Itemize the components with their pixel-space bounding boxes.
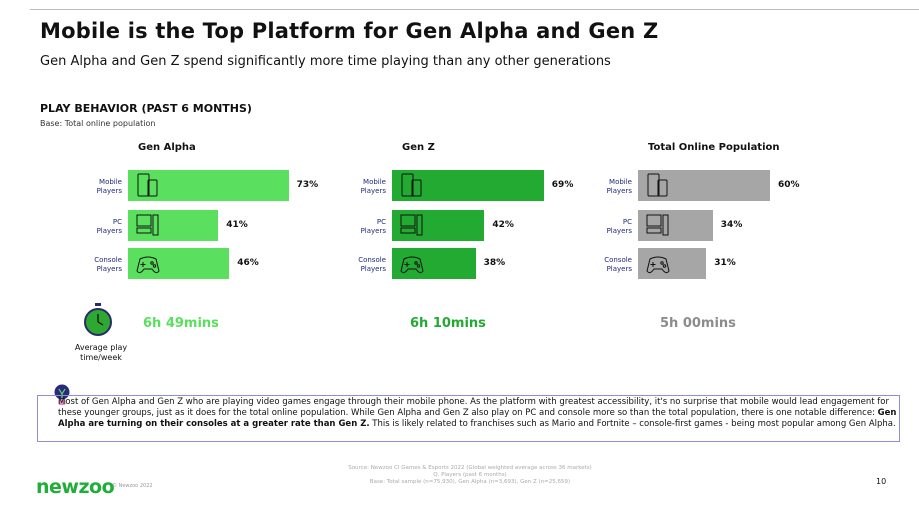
data-label: 69% [551, 180, 574, 190]
mobile-devices-icon [401, 173, 422, 197]
data-label: 46% [237, 258, 259, 268]
panel-title: Gen Z [402, 142, 435, 153]
panel-gen-alpha: Gen Alpha Mobile Players 73% PC Players 41% Con… [94, 140, 368, 290]
category-label: Mobile Players [96, 178, 122, 195]
bar-row: PC Players 41% [97, 210, 368, 241]
stopwatch-icon [84, 303, 112, 336]
source-note: Source: Newzoo CI Games & Esports 2022 (… [300, 465, 640, 486]
data-label: 41% [226, 220, 248, 230]
bar-row: Mobile Players 73% [97, 170, 368, 201]
bar-row: Console Players 31% [604, 248, 878, 279]
play-time-value: 6h 49mins [143, 316, 219, 331]
bar-mobile-players [128, 170, 289, 201]
panel-gen-z: Gen Z Mobile Players 69% PC Players 42% Console… [358, 140, 632, 290]
source-line: Base: Total sample (n=75,930), Gen Alpha… [369, 479, 571, 485]
page-title: Mobile is the Top Platform for Gen Alpha… [40, 19, 659, 43]
mobile-devices-icon [137, 173, 158, 197]
insight-text: Most of Gen Alpha and Gen Z who are play… [58, 397, 889, 418]
play-time-value: 6h 10mins [410, 316, 486, 331]
gamepad-icon [400, 256, 424, 274]
bar-pc-players [638, 210, 713, 241]
bar-console-players [128, 248, 230, 279]
section-heading: PLAY BEHAVIOR (PAST 6 MONTHS) [40, 102, 252, 115]
category-label: Console Players [604, 256, 632, 273]
page-subtitle: Gen Alpha and Gen Z spend significantly … [40, 54, 611, 69]
gamepad-icon [646, 256, 670, 274]
category-label: PC Players [606, 218, 632, 235]
pc-icon [646, 214, 669, 236]
page-number: 10 [876, 477, 887, 486]
category-label: Mobile Players [606, 178, 632, 195]
panel-title: Total Online Population [648, 142, 780, 153]
data-label: 31% [714, 258, 736, 268]
data-label: 60% [778, 180, 800, 190]
data-label: 42% [492, 220, 514, 230]
newzoo-logo: newzoo [36, 476, 115, 498]
bar-row: PC Players 34% [607, 210, 878, 241]
bar-row: Console Players 46% [94, 248, 368, 279]
source-line: Source: Newzoo CI Games & Esports 2022 (… [348, 465, 592, 471]
category-label: PC Players [96, 218, 122, 235]
bar-mobile-players [392, 170, 544, 201]
source-line: Q. Players (past 6 months) [433, 472, 507, 478]
base-note: Base: Total online population [40, 119, 156, 128]
data-label: 73% [296, 180, 319, 190]
play-time-value: 5h 00mins [660, 316, 736, 331]
category-label: PC Players [360, 218, 386, 235]
bar-console-players [638, 248, 707, 279]
data-label: 34% [720, 220, 743, 230]
bar-mobile-players [638, 170, 770, 201]
gamepad-icon [136, 256, 160, 274]
bar-row: Console Players 38% [358, 248, 632, 279]
insight-box: Most of Gen Alpha and Gen Z who are play… [37, 395, 900, 442]
panel-total-online-population: Total Online Population Mobile Players 60% P… [604, 140, 878, 290]
bar-row: PC Players 42% [361, 210, 632, 241]
mobile-devices-icon [647, 173, 668, 197]
category-label: Mobile Players [360, 178, 386, 195]
insight-text-end: This is likely related to franchises suc… [369, 419, 896, 429]
bar-pc-players [392, 210, 485, 241]
bar-row: Mobile Players 69% [361, 170, 632, 201]
copyright: © Newzoo 2022 [112, 483, 153, 489]
panel-title: Gen Alpha [138, 142, 196, 153]
pc-icon [400, 214, 423, 236]
data-label: 38% [483, 258, 506, 268]
insight-highlight: Gen Alpha are turning on their consoles … [58, 408, 897, 429]
pc-icon [136, 214, 159, 236]
average-play-time-label: Average play time/week [74, 343, 128, 362]
top-divider [30, 9, 919, 10]
bar-row: Mobile Players 60% [607, 170, 878, 201]
category-label: Console Players [94, 256, 122, 273]
category-label: Console Players [358, 256, 386, 273]
bar-pc-players [128, 210, 219, 241]
bar-console-players [392, 248, 476, 279]
